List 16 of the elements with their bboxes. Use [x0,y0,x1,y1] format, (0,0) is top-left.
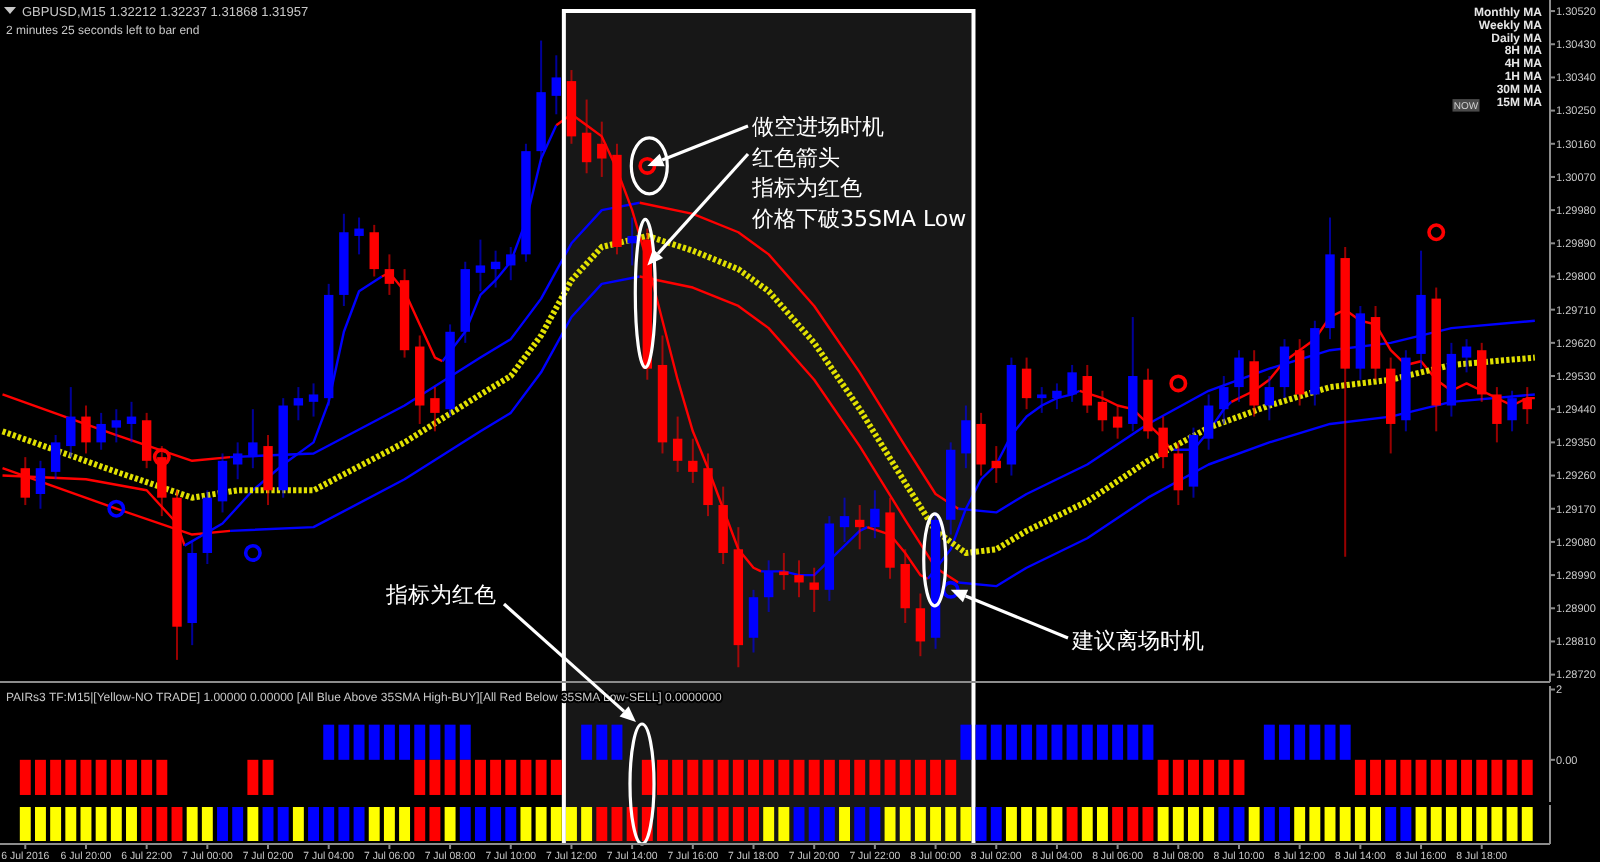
point [941,580,960,599]
annotation: 指标为红色 [750,175,862,202]
point [152,448,171,467]
line-series [1,393,232,463]
point [1169,374,1188,393]
annotation: 价格下破35SMA Low [750,205,967,232]
point [243,543,262,562]
annotation: 红色箭头 [752,144,840,171]
line-series [0,232,1538,556]
annotation: 做空进场时机 [752,114,884,140]
annotation: 建议离场时机 [1070,628,1204,654]
point [1427,223,1446,242]
line-series [228,275,641,533]
line-series [380,271,444,363]
annotation: 指标为红色 [384,582,496,608]
point [107,499,126,518]
